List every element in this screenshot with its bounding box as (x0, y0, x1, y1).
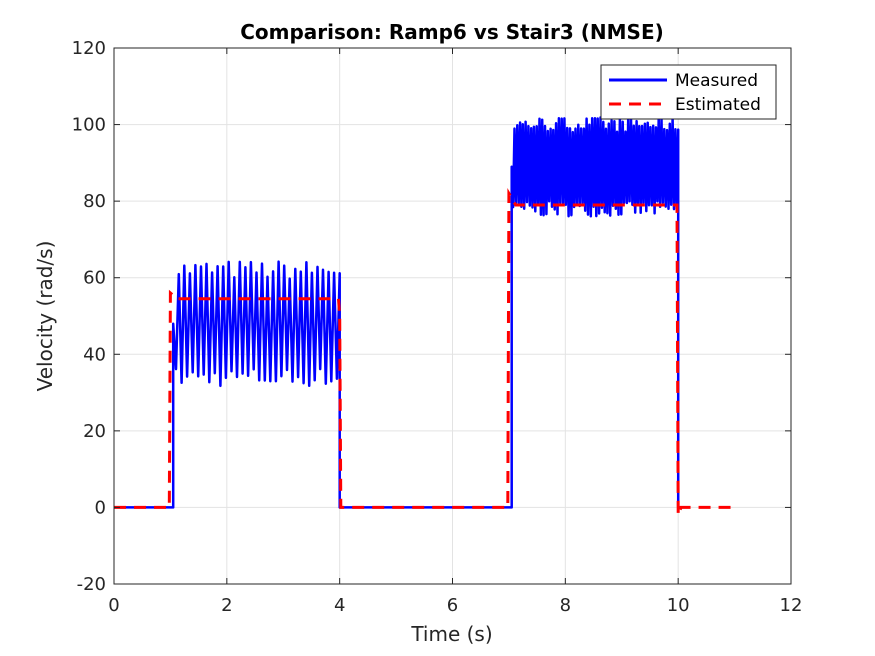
x-tick-label: 2 (221, 595, 232, 616)
x-tick-label: 12 (780, 595, 803, 616)
y-tick-label: 20 (83, 421, 106, 442)
series-estimated-line (114, 188, 735, 516)
legend-estimated-label: Estimated (675, 95, 761, 115)
y-tick-label: 80 (83, 191, 106, 212)
x-tick-label: 10 (667, 595, 690, 616)
x-axis-label: Time (s) (410, 622, 492, 646)
x-tick-label: 6 (447, 595, 458, 616)
x-tick-label: 4 (334, 595, 345, 616)
y-axis-label: Velocity (rad/s) (33, 241, 57, 392)
y-tick-label: 60 (83, 268, 106, 289)
x-tick-label: 8 (560, 595, 571, 616)
y-tick-label: 120 (72, 38, 106, 59)
series-measured-line (114, 115, 681, 509)
x-tick-label: 0 (108, 595, 119, 616)
y-tick-label: -20 (77, 574, 106, 595)
y-tick-label: 0 (95, 497, 106, 518)
legend: Measured Estimated (600, 64, 777, 120)
chart-title: Comparison: Ramp6 vs Stair3 (NMSE) (240, 20, 664, 44)
y-tick-label: 100 (72, 115, 106, 136)
legend-measured-label: Measured (675, 71, 758, 91)
y-tick-label: 40 (83, 344, 106, 365)
